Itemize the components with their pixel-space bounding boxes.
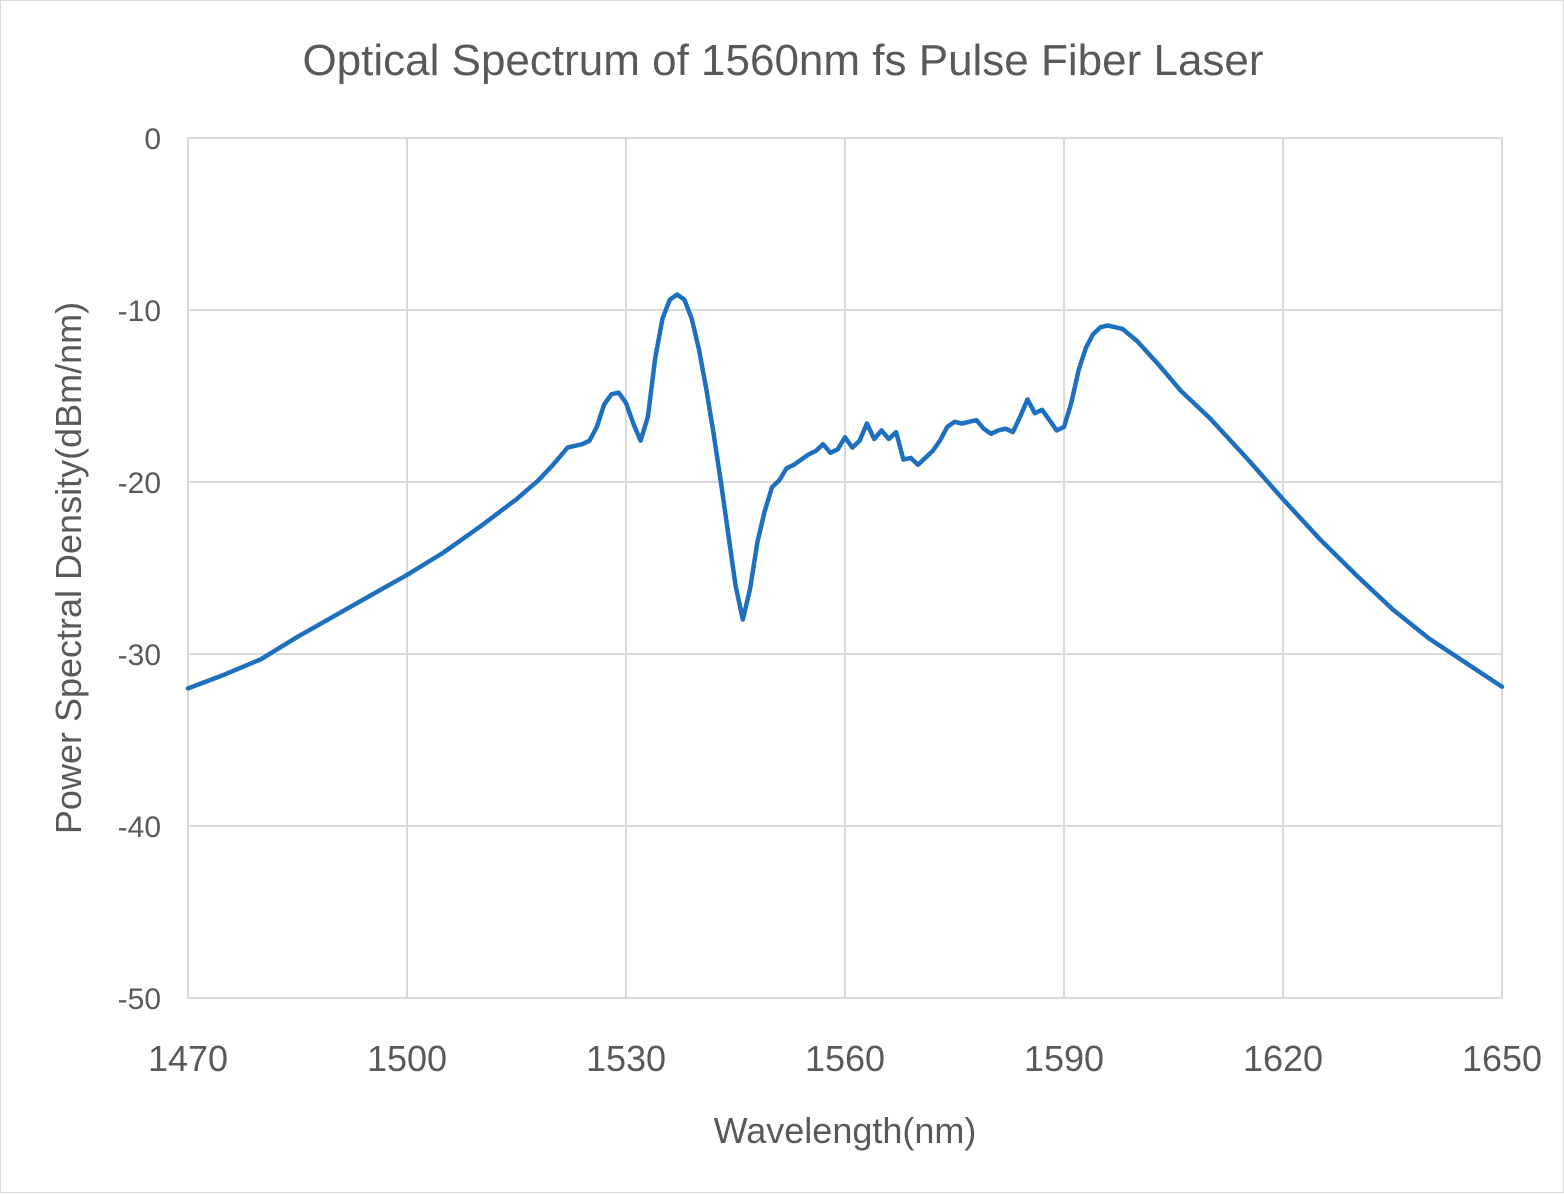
spectrum-line <box>185 292 1505 691</box>
x-tick-label: 1470 <box>148 1038 228 1079</box>
y-tick-label: -10 <box>118 295 161 328</box>
y-tick-label: -30 <box>118 639 161 672</box>
x-tick-label: 1530 <box>586 1038 666 1079</box>
x-tick-label: 1560 <box>805 1038 885 1079</box>
chart-title: Optical Spectrum of 1560nm fs Pulse Fibe… <box>302 36 1263 85</box>
x-tick-label: 1620 <box>1243 1038 1323 1079</box>
y-tick-label: -50 <box>118 983 161 1016</box>
x-tick-label: 1650 <box>1462 1038 1542 1079</box>
y-tick-label: -20 <box>118 467 161 500</box>
tick-labels: 1470 1500 1530 1560 1590 1620 1650 0 -10 -20 -30 -4… <box>118 123 1542 1079</box>
x-axis-label: Wavelength(nm) <box>714 1110 977 1151</box>
x-tick-label: 1590 <box>1024 1038 1104 1079</box>
y-axis-label: Power Spectral Density(dBm/nm) <box>48 302 89 834</box>
x-tick-label: 1500 <box>367 1038 447 1079</box>
y-tick-label: 0 <box>144 123 161 156</box>
grid-lines <box>187 137 1503 999</box>
series-layer <box>185 292 1505 691</box>
y-tick-label: -40 <box>118 811 161 844</box>
